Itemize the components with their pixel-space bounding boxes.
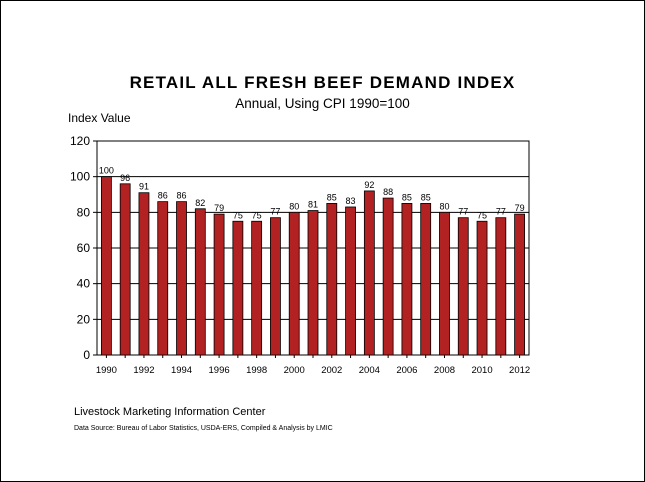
bar-value-label: 82 [195, 198, 205, 208]
x-tick-label: 1996 [209, 365, 230, 376]
bar [326, 203, 338, 356]
bar-value-label: 77 [496, 207, 506, 217]
y-tick-label: 80 [77, 205, 91, 219]
bar [100, 176, 112, 356]
bar [213, 213, 225, 356]
chart-area: 0 20 40 60 80 100 120 100 96 91 86 86 82 79 75 75 77 80 81… [70, 134, 530, 376]
bar-value-label: 80 [289, 201, 299, 211]
x-tick-label: 1998 [246, 365, 267, 376]
bar [119, 183, 131, 356]
x-tick-label: 2008 [434, 365, 455, 376]
bar-value-label: 86 [177, 191, 187, 201]
bar-value-label: 79 [515, 203, 525, 213]
bar-value-label: 85 [421, 192, 431, 202]
bar [382, 197, 394, 356]
bar-value-label: 83 [346, 196, 356, 206]
bar-value-label: 77 [458, 207, 468, 217]
bar [251, 220, 263, 356]
data-source-note: Data Source: Bureau of Labor Statistics,… [74, 425, 333, 432]
chart-subtitle: Annual, Using CPI 1990=100 [235, 96, 410, 111]
x-tick-label: 2006 [396, 365, 417, 376]
bar [476, 220, 488, 356]
x-tick-label: 2004 [359, 365, 380, 376]
x-tick-label: 2000 [284, 365, 305, 376]
bar-value-label: 91 [139, 182, 149, 192]
x-tick-label: 2010 [471, 365, 492, 376]
bar [420, 203, 432, 356]
bar-value-label: 75 [233, 210, 243, 220]
bar-value-label: 100 [99, 166, 114, 176]
x-tick-label: 1994 [171, 365, 192, 376]
y-tick-label: 60 [77, 241, 91, 255]
bar-value-label: 81 [308, 200, 318, 210]
chart-title: RETAIL ALL FRESH BEEF DEMAND INDEX [129, 73, 516, 92]
bar [270, 217, 281, 356]
x-tick-label: 1990 [96, 365, 117, 376]
bar-value-label: 92 [364, 180, 374, 190]
y-tick-label: 120 [70, 134, 90, 148]
bar [307, 210, 319, 356]
y-axis-label: Index Value [68, 111, 131, 125]
bar [401, 203, 413, 356]
bar-value-label: 75 [477, 210, 487, 220]
bar-value-label: 88 [383, 187, 393, 197]
bar [232, 220, 244, 356]
bar-value-label: 75 [252, 210, 262, 220]
bar-value-label: 96 [120, 173, 130, 183]
bar [194, 208, 206, 356]
y-tick-label: 100 [70, 170, 90, 184]
bar-value-label: 86 [158, 191, 168, 201]
y-tick-label: 0 [83, 348, 90, 362]
bar-value-label: 79 [214, 203, 224, 213]
bar [288, 211, 300, 356]
x-tick-label: 1992 [133, 365, 154, 376]
bar [138, 192, 150, 356]
bar [439, 211, 450, 356]
y-tick-label: 20 [77, 312, 91, 326]
x-tick-label: 2012 [509, 365, 530, 376]
bar [176, 201, 187, 356]
bar-value-label: 85 [327, 192, 337, 202]
bar-value-label: 85 [402, 192, 412, 202]
bar [495, 217, 507, 356]
bar [363, 190, 375, 356]
x-tick-label: 2002 [321, 365, 342, 376]
y-tick-label: 40 [77, 277, 91, 291]
bar-value-label: 77 [270, 207, 280, 217]
source-organization: Livestock Marketing Information Center [74, 406, 266, 418]
bar [345, 206, 356, 356]
bar-value-label: 80 [439, 201, 449, 211]
bar [514, 213, 526, 356]
bar [157, 201, 169, 356]
bar [457, 217, 469, 356]
